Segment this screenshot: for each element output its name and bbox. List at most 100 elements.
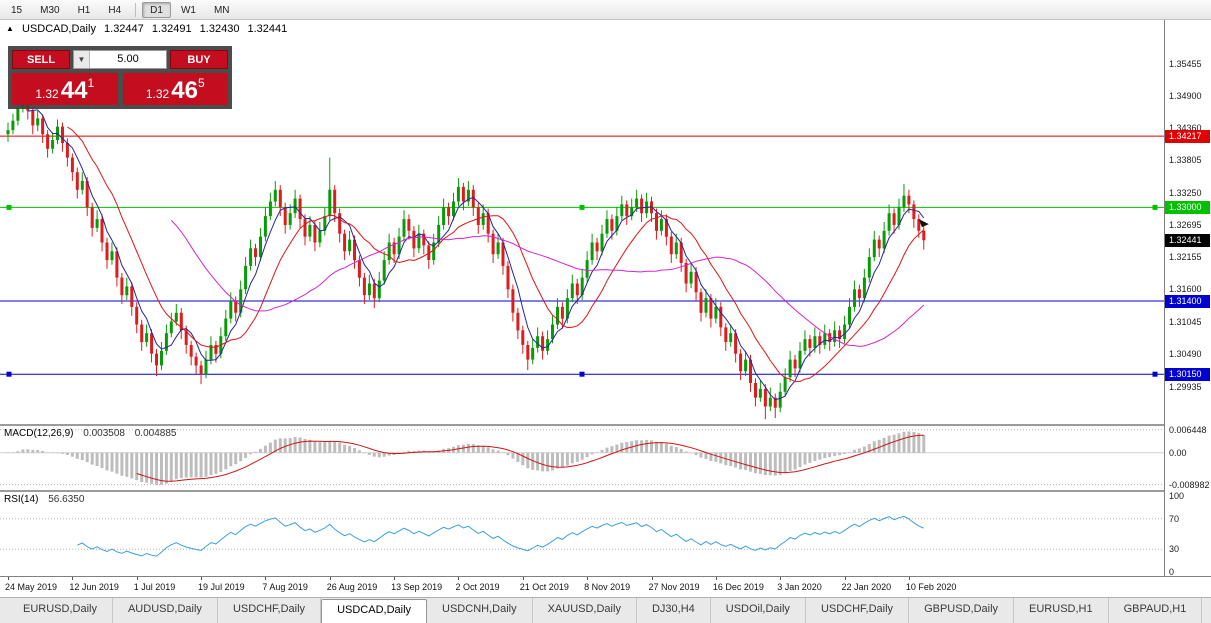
macd-bar: [204, 452, 208, 477]
candle-body: [184, 330, 188, 345]
rsi-pane[interactable]: RSI(14) 56.6350: [0, 492, 1164, 576]
price-axis-label: 1.34900: [1169, 91, 1202, 102]
macd-bar: [85, 452, 89, 463]
tab-usdcad-daily[interactable]: USDCAD,Daily: [321, 599, 428, 623]
volume-input[interactable]: ▼ 5.00: [73, 50, 167, 69]
macd-bar: [303, 439, 307, 453]
candle-body: [343, 233, 347, 252]
candle-body: [798, 350, 802, 369]
tab-eurusd-daily[interactable]: EURUSD,Daily: [8, 598, 113, 623]
candle-body: [664, 219, 668, 237]
macd-bar: [560, 452, 564, 468]
candle-body: [80, 181, 84, 190]
horizontal-lines[interactable]: [0, 135, 1164, 377]
time-axis[interactable]: 24 May 2019 12 Jun 2019 1 Jul 2019 19 Jul 2…: [0, 576, 1211, 597]
tab-usdchf-daily[interactable]: USDCHF,Daily: [218, 598, 322, 623]
time-axis-tick: [587, 577, 589, 580]
sell-button[interactable]: SELL: [12, 50, 70, 69]
candle-body: [907, 195, 911, 205]
candle-body: [560, 306, 564, 319]
line-handle[interactable]: [579, 204, 585, 210]
macd-bar: [135, 452, 139, 481]
candle-body: [719, 306, 723, 328]
timeframe-button-h1[interactable]: H1: [70, 2, 99, 18]
macd-bar: [219, 452, 223, 472]
tab-xauusd-daily[interactable]: XAUUSD,Daily: [533, 598, 637, 623]
candle-body: [867, 257, 871, 278]
macd-bar: [679, 448, 683, 453]
timeframe-button-15[interactable]: 15: [3, 2, 30, 18]
timeframe-button-h4[interactable]: H4: [100, 2, 129, 18]
candle-body: [466, 189, 470, 202]
macd-bar: [595, 452, 599, 453]
candle-body: [209, 345, 213, 360]
time-axis-tick: [72, 577, 74, 580]
tab-dj30-h4[interactable]: DJ30,H4: [637, 598, 711, 623]
macd-bar: [6, 452, 10, 454]
candle-body: [155, 353, 158, 366]
volume-value: 5.00: [117, 53, 139, 65]
macd-bar: [902, 431, 906, 453]
candle-body: [130, 286, 134, 307]
tab-usdcnh-daily[interactable]: USDCNH,Daily: [427, 598, 533, 623]
timeframe-button-d1[interactable]: D1: [142, 1, 171, 18]
tab-usdoil-daily[interactable]: USDOil,Daily: [711, 598, 806, 623]
macd-bar: [615, 444, 619, 453]
candle-body: [788, 359, 792, 378]
candle-body: [288, 213, 292, 225]
macd-bar: [140, 452, 144, 482]
macd-bar: [16, 451, 20, 453]
macd-bar: [259, 448, 262, 453]
tab-audusd-daily[interactable]: AUDUSD,Daily: [113, 598, 218, 623]
time-axis-tick: [651, 577, 653, 580]
macd-bar: [848, 452, 851, 453]
line-handle[interactable]: [6, 371, 12, 377]
bid-price[interactable]: 1.32 44 1: [12, 73, 118, 105]
time-axis-tick: [8, 577, 9, 580]
volume-dropdown-icon[interactable]: ▼: [74, 51, 90, 68]
timeframe-button-mn[interactable]: MN: [206, 2, 238, 18]
macd-bar: [605, 447, 609, 453]
candle-body: [551, 324, 554, 340]
tab-gbpaud-h1[interactable]: GBPAUD,H1: [1109, 598, 1203, 623]
macd-bar: [461, 444, 465, 453]
tab-gbpusd-daily[interactable]: GBPUSD,Daily: [909, 598, 1015, 623]
candle-body: [575, 283, 579, 296]
price-chart-pane[interactable]: ▲ USDCAD,Daily 1.32447 1.32491 1.32430 1…: [0, 20, 1164, 424]
macd-bar: [867, 444, 871, 453]
buy-button[interactable]: BUY: [170, 50, 228, 69]
line-handle[interactable]: [1152, 204, 1158, 210]
current-price-tag: 1.32441: [1165, 233, 1210, 247]
candle-body: [442, 207, 446, 225]
line-handle[interactable]: [6, 204, 12, 210]
candle-body: [778, 391, 782, 408]
ask-price[interactable]: 1.32 46 5: [122, 73, 228, 105]
candle-body: [105, 242, 109, 261]
candle-body: [476, 207, 480, 225]
timeframe-button-m30[interactable]: M30: [32, 2, 67, 18]
candle-body: [397, 236, 401, 255]
candle-body: [556, 306, 559, 325]
ask-price-small: 1.32: [145, 87, 170, 101]
arrow-annotation[interactable]: [918, 219, 929, 228]
macd-bar: [254, 451, 257, 453]
macd-bar: [288, 438, 292, 453]
line-handle[interactable]: [1152, 371, 1158, 377]
candle-body: [179, 312, 183, 331]
candle-body: [511, 289, 515, 313]
macd-bar: [486, 447, 490, 453]
pane-divider[interactable]: [0, 424, 1211, 426]
macd-pane[interactable]: MACD(12,26,9) 0.003508 0.004885: [0, 426, 1164, 490]
macd-bar: [531, 452, 535, 470]
line-handle[interactable]: [579, 371, 585, 377]
candle-body: [818, 336, 822, 345]
date-label: 7 Aug 2019: [262, 582, 308, 592]
candle-body: [655, 213, 658, 231]
tab-usdchf-daily[interactable]: USDCHF,Daily: [806, 598, 910, 623]
tab-eurusd-h1[interactable]: EURUSD,H1: [1014, 598, 1109, 623]
price-axis[interactable]: 1.35455 1.34900 1.34360 1.33805 1.33250 1.326…: [1164, 20, 1211, 577]
pane-divider[interactable]: [0, 490, 1211, 492]
rsi-axis-label: 100: [1169, 490, 1185, 501]
timeframe-button-w1[interactable]: W1: [173, 2, 204, 18]
